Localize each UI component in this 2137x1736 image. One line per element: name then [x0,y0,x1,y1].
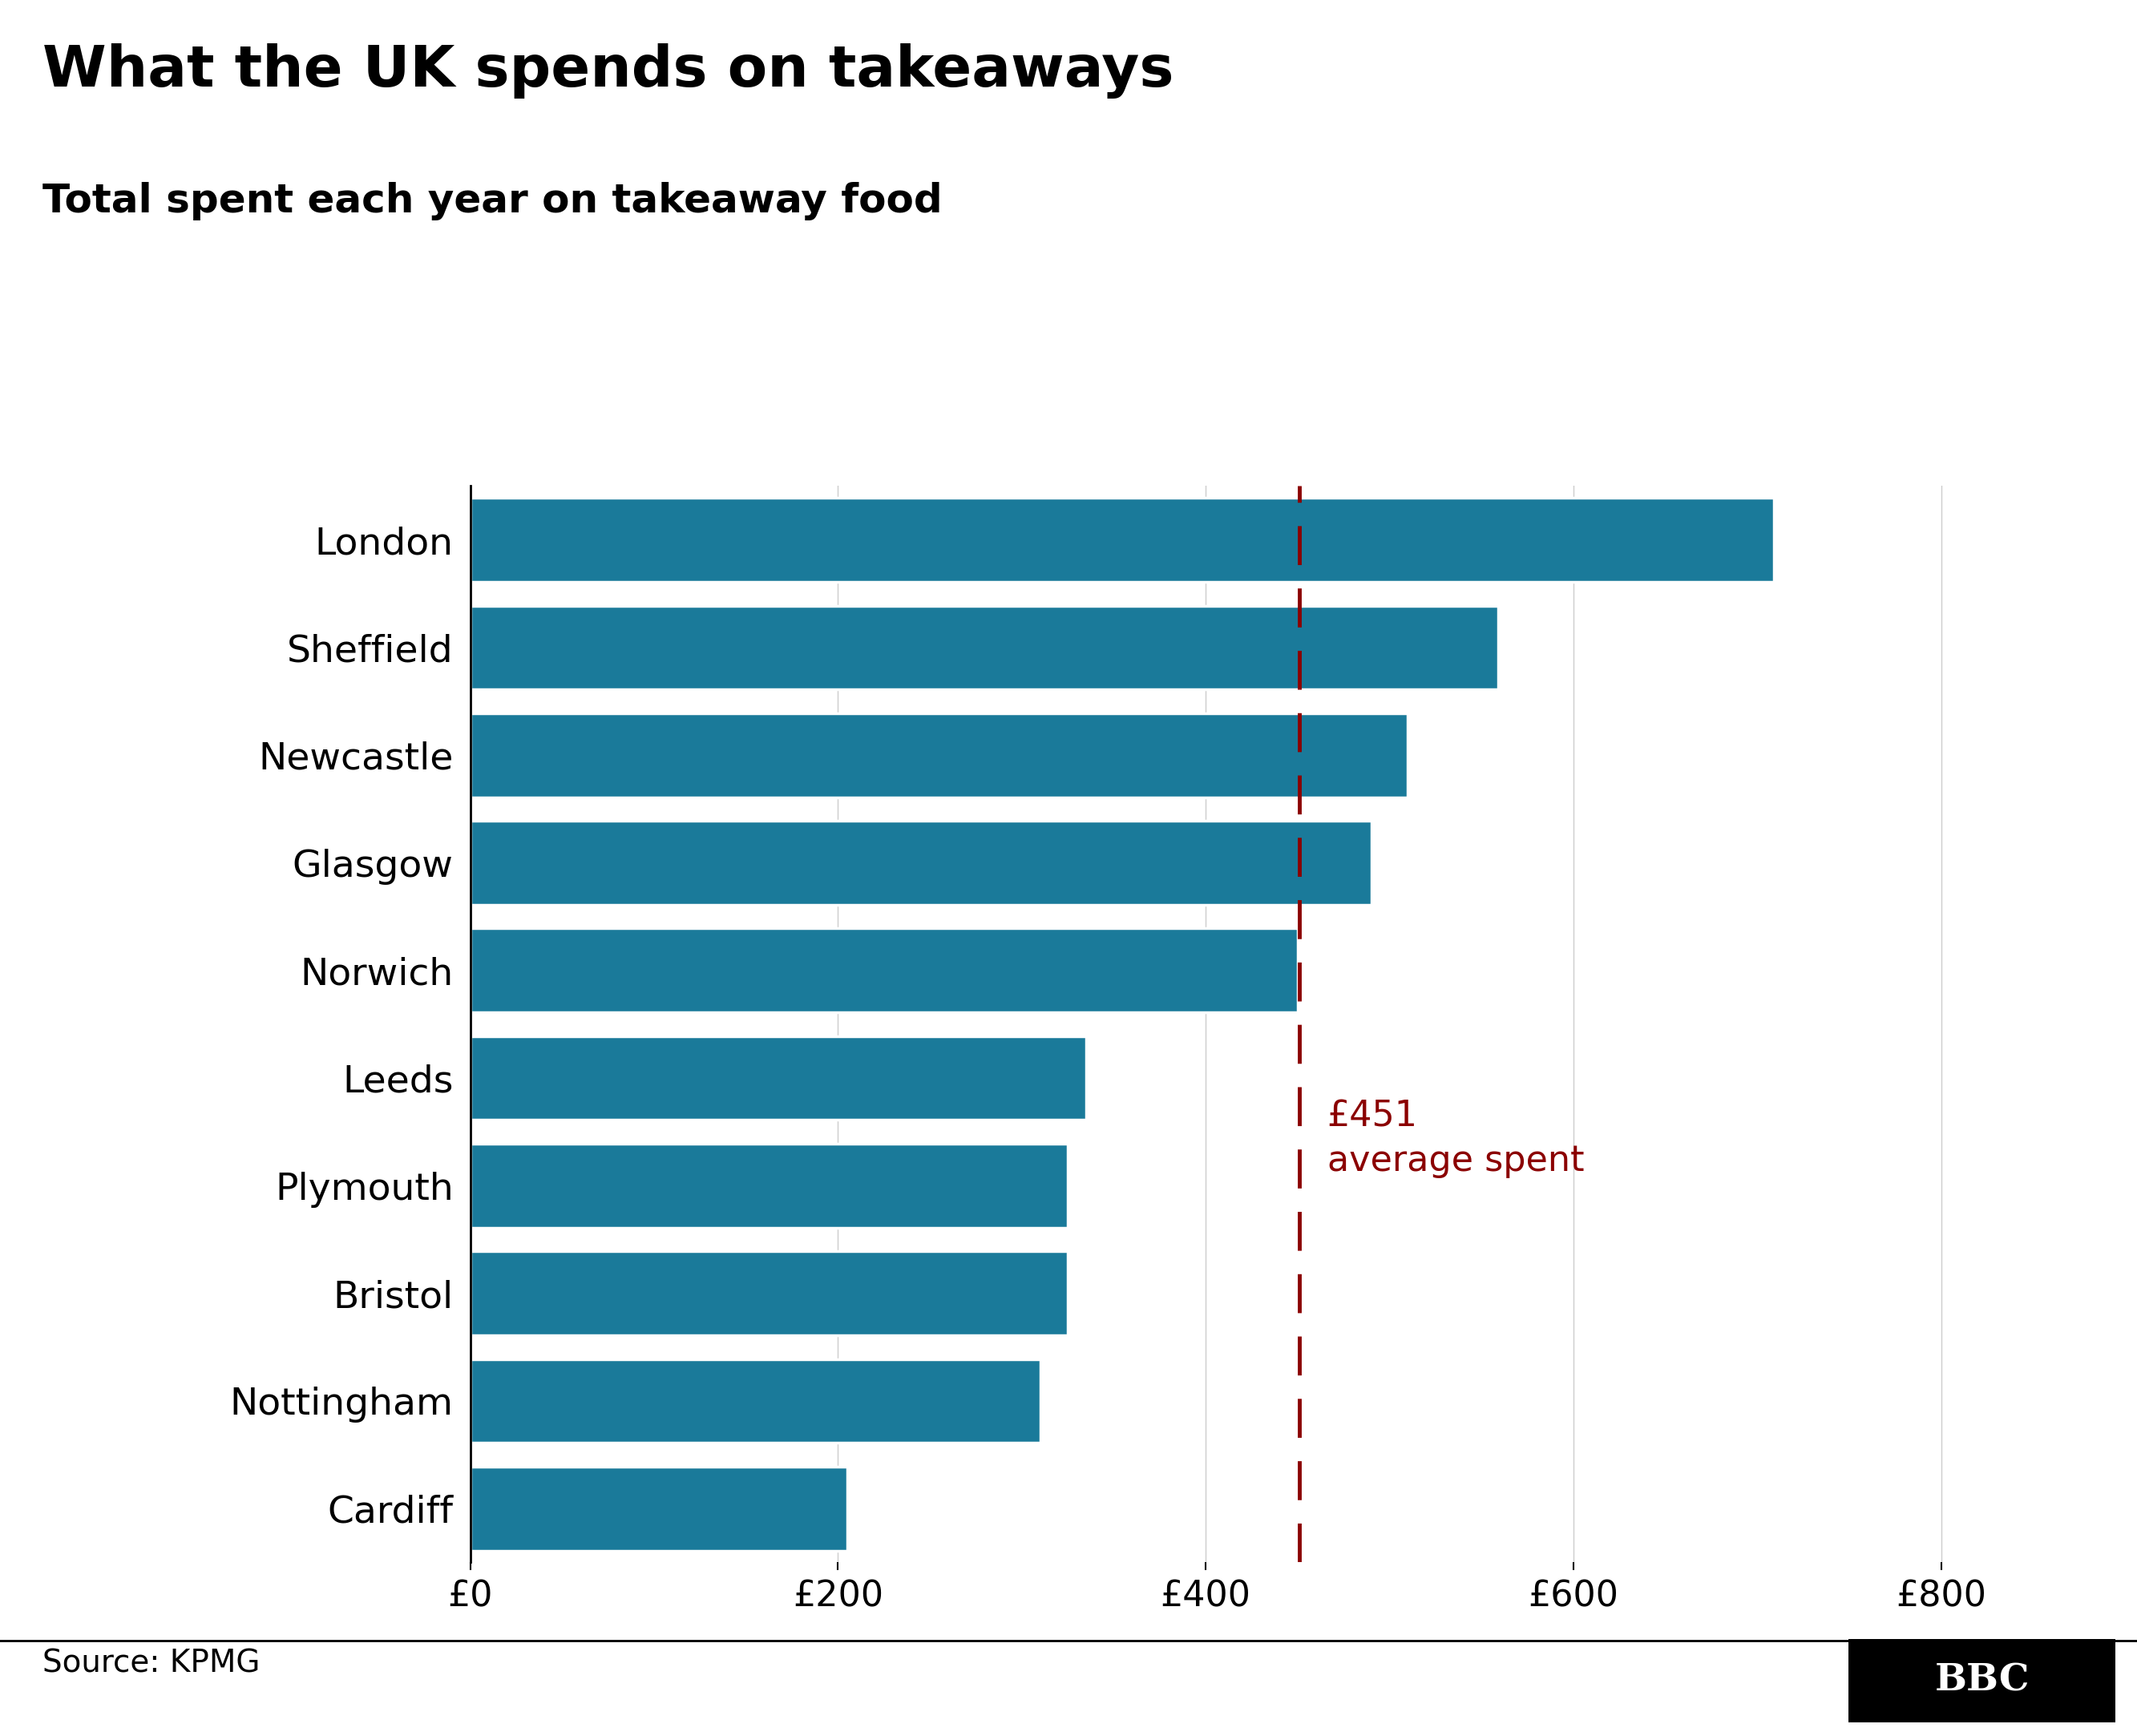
Text: BBC: BBC [1934,1661,2030,1700]
Bar [470,713,1408,797]
Text: Source: KPMG: Source: KPMG [43,1647,261,1679]
Bar [470,498,1774,582]
Text: Total spent each year on takeaway food: Total spent each year on takeaway food [43,182,942,220]
Bar [470,1359,1041,1443]
Bar [470,1036,1086,1120]
Text: What the UK spends on takeaways: What the UK spends on takeaways [43,43,1173,99]
Text: £451
average spent: £451 average spent [1327,1099,1584,1179]
Bar [470,929,1297,1012]
Bar [470,821,1372,904]
Bar [470,1144,1068,1227]
Bar [470,606,1498,689]
Bar [470,1467,846,1550]
Bar [470,1252,1068,1335]
